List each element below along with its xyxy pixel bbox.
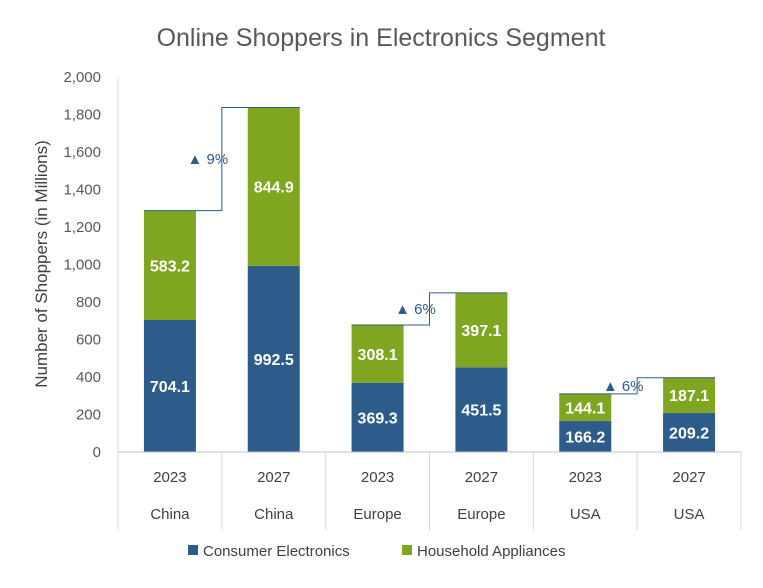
data-label: 369.3 — [358, 410, 398, 427]
data-label: 704.1 — [150, 379, 190, 396]
growth-connector — [143, 106, 300, 212]
data-label: 451.5 — [461, 403, 501, 420]
bar-household-appliances — [663, 377, 716, 413]
x-tick-region: Europe — [457, 506, 505, 523]
x-tick-region: China — [150, 506, 190, 523]
y-tick-label: 200 — [76, 407, 101, 424]
x-tick-year: 2027 — [257, 469, 290, 486]
y-tick-label: 400 — [76, 369, 101, 386]
x-tick-year: 2027 — [465, 469, 498, 486]
x-tick-year: 2023 — [569, 469, 602, 486]
x-tick-year: 2023 — [361, 469, 394, 486]
growth-connector — [559, 377, 716, 395]
y-tick-label: 800 — [76, 294, 101, 311]
bar-household-appliances — [247, 107, 300, 266]
data-label: 209.2 — [669, 425, 709, 442]
bar-consumer-electronics — [351, 382, 404, 452]
growth-label: ▲ 6% — [603, 378, 644, 395]
growth-annotations: ▲ 9% ▲ 6% ▲ 6% — [143, 106, 716, 395]
data-label: 844.9 — [254, 180, 294, 197]
y-tick-label: 1,400 — [63, 182, 101, 199]
x-tick-year: 2023 — [153, 469, 186, 486]
legend-label: Consumer Electronics — [203, 543, 350, 560]
legend-label: Household Appliances — [417, 543, 565, 560]
growth-label: ▲ 6% — [395, 301, 436, 318]
chart-title: Online Shoppers in Electronics Segment — [157, 24, 606, 52]
x-tick-region: USA — [570, 506, 601, 523]
y-axis: 0 200 400 600 800 1,000 1,200 1,400 1,600 1,800 2,… — [63, 69, 119, 461]
bar-household-appliances — [351, 324, 404, 383]
bar-consumer-electronics — [663, 412, 716, 452]
bar-household-appliances — [559, 393, 612, 421]
bar-household-appliances — [143, 210, 196, 320]
x-tick-region: USA — [674, 506, 705, 523]
bar-consumer-electronics — [247, 265, 300, 452]
x-axis: 2023 China 2027 China 2023 Europe 2027 Europe 20… — [117, 451, 742, 530]
y-axis-label: Number of Shoppers (in Millions) — [32, 140, 51, 388]
legend-swatch — [402, 545, 412, 555]
data-label: 397.1 — [461, 323, 501, 340]
y-tick-label: 1,000 — [63, 257, 101, 274]
data-label: 187.1 — [669, 388, 709, 405]
y-tick-label: 1,200 — [63, 219, 101, 236]
bar-consumer-electronics — [559, 420, 612, 452]
legend-swatch — [188, 545, 198, 555]
y-tick-label: 1,600 — [63, 144, 101, 161]
bar-consumer-electronics — [455, 367, 508, 452]
growth-label: ▲ 9% — [187, 151, 228, 168]
data-label: 144.1 — [565, 400, 605, 417]
data-label: 992.5 — [254, 352, 294, 369]
bars-group: 704.1 583.2 992.5 844.9 369.3 308.1 451.5 397.1… — [143, 107, 716, 452]
growth-connector — [351, 292, 508, 326]
y-tick-label: 600 — [76, 332, 101, 349]
bar-consumer-electronics — [143, 319, 196, 452]
data-label: 166.2 — [565, 429, 605, 446]
x-tick-year: 2027 — [672, 469, 705, 486]
bar-household-appliances — [455, 292, 508, 368]
data-label: 583.2 — [150, 258, 190, 275]
data-label: 308.1 — [358, 347, 398, 364]
legend: Consumer Electronics Household Appliances — [188, 543, 565, 560]
y-tick-label: 1,800 — [63, 107, 101, 124]
x-tick-region: Europe — [353, 506, 401, 523]
y-tick-label: 0 — [93, 444, 101, 461]
y-tick-label: 2,000 — [63, 69, 101, 86]
x-tick-region: China — [254, 506, 294, 523]
